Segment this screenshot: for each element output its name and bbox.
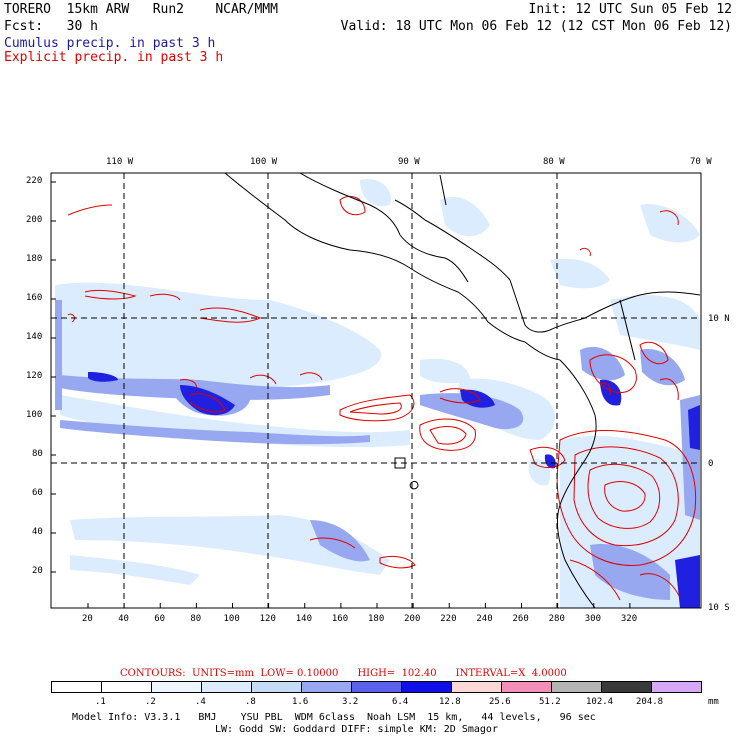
bottom-tick-60: 60 xyxy=(154,614,166,624)
left-tick-100: 100 xyxy=(26,410,43,420)
model-title: TORERO 15km ARW Run2 NCAR/MMM xyxy=(4,2,278,17)
right-tick-10s: 10 S xyxy=(708,603,730,613)
bottom-tick-20: 20 xyxy=(82,614,93,624)
bottom-tick-100: 100 xyxy=(223,614,240,624)
color-bar-swatch xyxy=(401,681,452,693)
left-tick-40: 40 xyxy=(32,527,43,537)
left-tick-180: 180 xyxy=(26,254,43,264)
left-tick-220: 220 xyxy=(26,176,43,186)
left-tick-140: 140 xyxy=(26,332,43,342)
color-bar-swatch xyxy=(501,681,552,693)
color-bar-label: 12.8 xyxy=(439,697,461,707)
bottom-tick-300: 300 xyxy=(584,614,602,624)
color-bar-swatch xyxy=(601,681,652,693)
bottom-tick-40: 40 xyxy=(118,614,129,624)
bottom-tick-240: 240 xyxy=(476,614,493,624)
color-bar-swatch xyxy=(451,681,502,693)
bottom-tick-220: 220 xyxy=(440,614,457,624)
right-tick-0: 0 xyxy=(708,459,714,469)
color-bar-swatch xyxy=(651,681,702,693)
bottom-tick-160: 160 xyxy=(331,614,349,624)
bottom-tick-140: 140 xyxy=(295,614,313,624)
bottom-tick-260: 260 xyxy=(512,614,529,624)
bottom-tick-120: 120 xyxy=(259,614,276,624)
color-bar-swatch xyxy=(201,681,252,693)
contour-info: CONTOURS: UNITS=mm LOW= 0.10000 HIGH= 10… xyxy=(120,668,567,679)
top-tick-100w: 100 W xyxy=(250,157,278,167)
bottom-tick-180: 180 xyxy=(368,614,385,624)
valid-time: Valid: 18 UTC Mon 06 Feb 12 (12 CST Mon … xyxy=(340,19,732,34)
color-bar-swatch xyxy=(301,681,352,693)
grid-lines xyxy=(51,173,701,608)
top-tick-90w: 90 W xyxy=(398,157,420,167)
left-tick-200: 200 xyxy=(26,215,43,225)
explicit-legend: Explicit precip. in past 3 h xyxy=(4,50,224,65)
bottom-tick-320: 320 xyxy=(620,614,638,624)
left-tick-160: 160 xyxy=(26,293,43,303)
color-bar-swatch xyxy=(351,681,402,693)
color-bar-swatch xyxy=(551,681,602,693)
left-tick-60: 60 xyxy=(32,488,43,498)
color-bar-label: 51.2 xyxy=(539,697,561,707)
color-bar-swatch xyxy=(251,681,302,693)
top-tick-70w: 70 W xyxy=(690,157,712,167)
cumulus-legend: Cumulus precip. in past 3 h xyxy=(4,36,216,51)
bottom-tick-200: 200 xyxy=(404,614,421,624)
color-bar-label: 6.4 xyxy=(392,697,409,707)
left-tick-80: 80 xyxy=(32,449,43,459)
model-info: Model Info: V3.3.1 BMJ YSU PBL WDM 6clas… xyxy=(72,712,596,723)
bottom-tick-80: 80 xyxy=(190,614,202,624)
explicit-contours xyxy=(67,196,697,601)
color-bar-label: 3.2 xyxy=(342,697,359,707)
color-bar-label: 25.6 xyxy=(489,697,511,707)
right-tick-10n: 10 N xyxy=(708,314,730,324)
left-tick-120: 120 xyxy=(26,371,43,381)
color-bar-label: .2 xyxy=(145,697,156,707)
plot-frame xyxy=(50,172,702,609)
top-tick-110w: 110 W xyxy=(106,157,134,167)
color-bar-label: 1.6 xyxy=(292,697,309,707)
cumulus-light-areas xyxy=(55,179,700,608)
color-bar-swatch xyxy=(51,681,102,693)
color-bar-label: .4 xyxy=(195,697,206,707)
color-bar-unit: mm xyxy=(708,697,719,707)
forecast-hour: Fcst: 30 h xyxy=(4,19,98,34)
left-tick-20: 20 xyxy=(32,566,43,576)
bottom-tick-280: 280 xyxy=(548,614,565,624)
top-tick-80w: 80 W xyxy=(543,157,565,167)
tick-marks xyxy=(51,181,631,608)
physics-info: LW: Godd SW: Goddard DIFF: simple KM: 2D… xyxy=(215,724,498,735)
init-time: Init: 12 UTC Sun 05 Feb 12 xyxy=(528,2,733,17)
color-bar-label: 204.8 xyxy=(636,697,664,707)
color-bar-swatch xyxy=(101,681,152,693)
color-bar-label: 102.4 xyxy=(586,697,614,707)
color-bar-label: .1 xyxy=(95,697,106,707)
color-bar-swatch xyxy=(151,681,202,693)
color-bar-label: .8 xyxy=(245,697,256,707)
